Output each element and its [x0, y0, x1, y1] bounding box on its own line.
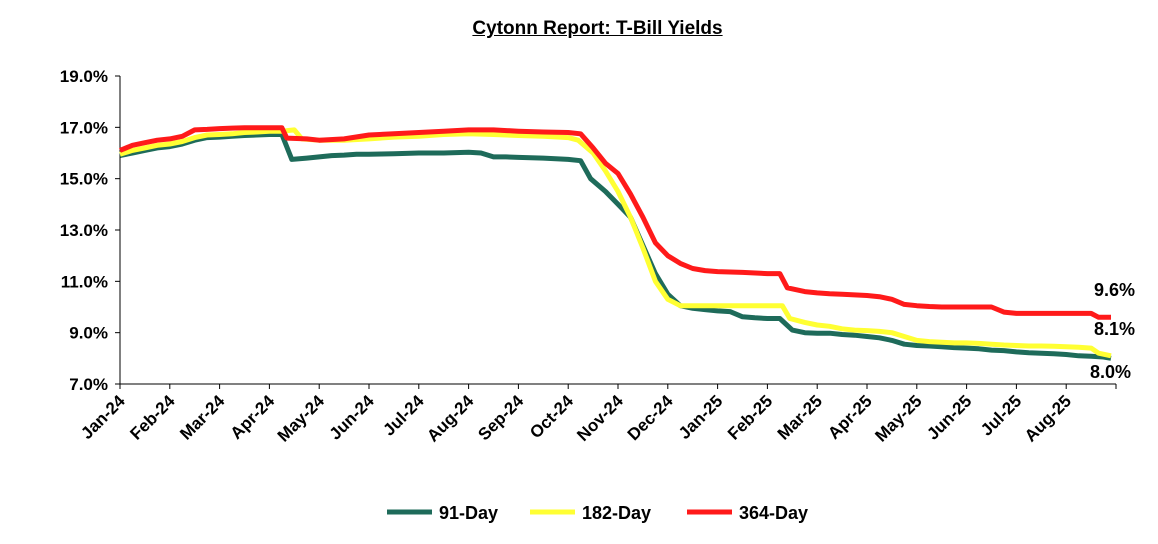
legend-label: 364-Day: [739, 503, 808, 523]
x-tick-label: May-25: [871, 391, 925, 445]
x-tick-label: Feb-24: [126, 391, 179, 444]
series-line-91-day: [119, 132, 1112, 361]
y-tick-label: 17.0%: [60, 118, 108, 137]
y-tick-label: 7.0%: [69, 375, 108, 394]
x-tick-label: Jun-24: [326, 391, 379, 444]
x-tick-label: Jun-25: [923, 391, 975, 443]
x-tick-label: Apr-24: [227, 391, 279, 443]
x-tick-label: Jul-25: [977, 391, 1025, 439]
x-tick-label: Nov-24: [573, 391, 627, 445]
x-tick-label: Dec-24: [624, 391, 677, 444]
y-tick-label: 13.0%: [60, 221, 108, 240]
y-tick-label: 11.0%: [61, 272, 108, 291]
y-tick-label: 9.0%: [69, 324, 108, 343]
x-tick-label: Feb-25: [724, 391, 776, 443]
x-tick-label: Jul-24: [379, 391, 428, 440]
x-tick-label: May-24: [274, 391, 329, 446]
series-line-364-day: [119, 125, 1111, 320]
x-tick-label: Jan-25: [675, 391, 727, 443]
x-tick-label: Mar-24: [176, 391, 229, 444]
x-tick-label: Sep-24: [474, 391, 527, 444]
x-tick-label: Apr-25: [824, 391, 876, 443]
end-value-label: 9.6%: [1094, 280, 1135, 300]
y-tick-label: 15.0%: [60, 170, 108, 189]
x-tick-label: Aug-25: [1021, 391, 1075, 445]
legend-label: 91-Day: [439, 503, 498, 523]
series-line-182-day: [119, 127, 1112, 359]
chart-title: Cytonn Report: T-Bill Yields: [472, 18, 723, 39]
x-tick-label: Jan-24: [77, 391, 129, 443]
y-tick-label: 19.0%: [60, 67, 108, 86]
end-value-label: 8.1%: [1094, 319, 1135, 339]
x-tick-label: Aug-24: [423, 391, 478, 446]
legend-label: 182-Day: [582, 503, 651, 523]
series-lines: [119, 125, 1112, 361]
end-labels: 9.6% 8.1% 8.0%: [1090, 280, 1135, 382]
x-tick-label: Oct-24: [526, 391, 577, 442]
end-value-label: 8.0%: [1090, 362, 1131, 382]
x-tick-label: Mar-25: [774, 391, 826, 443]
y-tick-labels: 7.0% 9.0% 11.0% 13.0% 15.0% 17.0% 19.0%: [60, 67, 108, 394]
legend: 91-Day 182-Day 364-Day: [387, 503, 808, 523]
axes: [115, 75, 1117, 389]
